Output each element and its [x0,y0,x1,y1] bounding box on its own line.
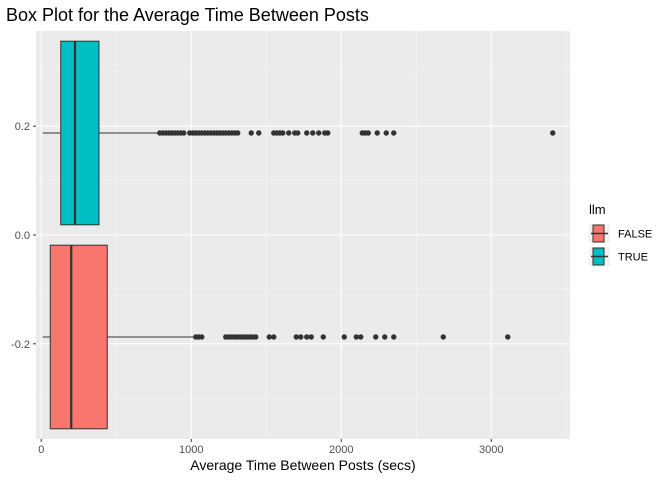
outlier-point-true [181,130,187,136]
outlier-point-true [383,130,389,136]
outlier-point-true [374,130,380,136]
outlier-point-true [304,130,310,136]
outlier-point-true [286,130,292,136]
chart-title: Box Plot for the Average Time Between Po… [6,5,369,25]
box-false [49,244,108,430]
outlier-point-true [316,130,322,136]
outlier-point-false [341,334,347,340]
outlier-point-true [295,130,301,136]
outlier-point-false [266,334,272,340]
outlier-point-false [391,334,397,340]
outlier-point-true [325,130,331,136]
legend-title: llm [589,202,606,217]
outlier-point-true [280,130,286,136]
outlier-point-false [320,334,326,340]
x-tick-label: 2000 [329,444,353,456]
x-axis-ticks: 0 1000 2000 3000 [38,439,503,456]
legend: llm FALSE TRUE [589,202,652,266]
outlier-point-true [365,130,371,136]
y-tick-label: -0.2 [11,339,30,351]
y-tick-label: 0.2 [15,121,30,133]
major-gridlines [36,31,570,439]
outlier-point-false [298,334,304,340]
legend-label-false: FALSE [618,229,652,241]
outlier-point-false [505,334,511,340]
outlier-point-false [353,334,359,340]
y-axis-ticks: -0.2 0.0 0.2 [11,121,36,351]
outlier-point-true [550,130,556,136]
outlier-point-true [235,130,241,136]
outlier-point-true [256,130,262,136]
outlier-point-false [199,334,205,340]
outlier-point-false [358,334,364,340]
box-plots [42,40,556,430]
outlier-point-false [382,334,388,340]
outlier-point-false [253,334,259,340]
x-axis-title: Average Time Between Posts (secs) [190,457,415,473]
outlier-point-false [293,334,299,340]
outlier-point-false [373,334,379,340]
outlier-point-false [308,334,314,340]
outlier-point-true [310,130,316,136]
outlier-point-true [248,130,254,136]
box-true [60,40,100,226]
x-tick-label: 3000 [479,444,503,456]
x-tick-label: 0 [38,444,44,456]
outlier-point-true [391,130,397,136]
outlier-point-false [304,334,310,340]
outlier-point-false [440,334,446,340]
y-tick-label: 0.0 [15,230,30,242]
legend-label-true: TRUE [618,252,648,264]
x-tick-label: 1000 [179,444,203,456]
outlier-point-false [271,334,277,340]
